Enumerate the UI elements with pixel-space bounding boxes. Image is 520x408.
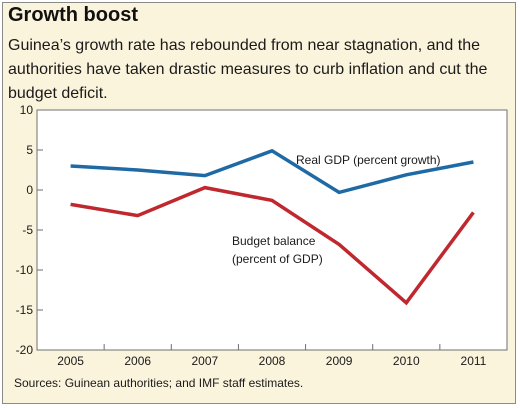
y-tick-label: -5: [22, 223, 33, 237]
series-layer: [70, 148, 475, 306]
y-tick-label: 0: [26, 183, 33, 197]
plot-area: [36, 109, 508, 351]
series-label-budget-balance-line2: (percent of GDP): [232, 252, 323, 266]
series-line-budget-balance: [70, 185, 475, 306]
chart-subtitle: Guinea’s growth rate has rebounded from …: [8, 37, 488, 102]
x-tick-label: 2011: [461, 354, 487, 368]
y-tick-label: -20: [16, 343, 34, 357]
source-note: Sources: Guinean authorities; and IMF st…: [14, 376, 304, 390]
x-tick-label: 2006: [124, 354, 151, 368]
x-tick-label: 2007: [192, 354, 219, 368]
y-axis: 10 5 0 -5 -10 -15 -20: [16, 103, 43, 357]
series-label-budget-balance-line1: Budget balance: [232, 234, 316, 248]
series-labels: Real GDP (percent growth) Budget balance…: [232, 153, 441, 266]
x-tick-label: 2009: [326, 354, 353, 368]
y-tick-label: -15: [16, 303, 34, 317]
y-tick-label: -10: [16, 263, 34, 277]
x-axis: 2005 2006 2007 2008 2009 2010 2011: [57, 344, 487, 368]
x-tick-label: 2005: [57, 354, 84, 368]
chart-title: Growth boost: [8, 4, 138, 26]
x-tick-label: 2010: [393, 354, 420, 368]
y-tick-label: 10: [20, 103, 34, 117]
series-label-real-gdp: Real GDP (percent growth): [296, 153, 441, 167]
series-line-real-gdp: [70, 148, 474, 195]
y-tick-label: 5: [26, 143, 33, 157]
x-tick-label: 2008: [259, 354, 286, 368]
